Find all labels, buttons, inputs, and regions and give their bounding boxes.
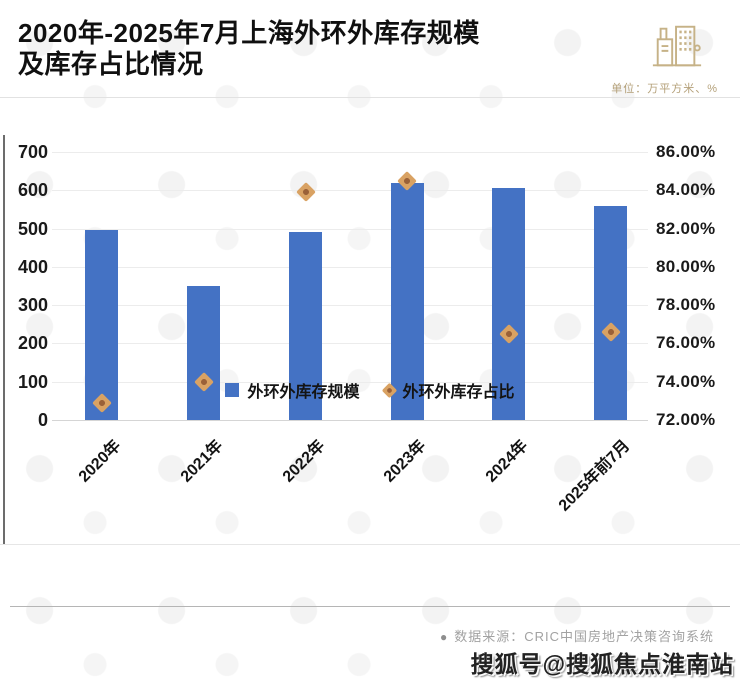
right-axis-tick: 78.00%: [656, 295, 716, 315]
inventory-bar: [594, 205, 627, 420]
gridline: [52, 228, 648, 230]
chart-legend: 外环外库存规模 外环外库存占比: [0, 378, 740, 402]
ratio-marker: [295, 182, 316, 203]
legend-item-inventory-scale: 外环外库存规模: [225, 378, 360, 402]
gridline: [52, 266, 648, 268]
left-axis-tick: 0: [37, 410, 48, 430]
inventory-bar: [390, 182, 424, 420]
page-title-line2: 及库存占比情况: [18, 49, 204, 80]
chart-left-border: [3, 135, 5, 545]
right-axis-tick: 74.00%: [656, 371, 716, 391]
left-axis-tick: 600: [17, 180, 48, 201]
combo-chart: 700 86.00% 600 84.00% 500 82.00% 400 80.00% 300 7…: [0, 135, 740, 545]
right-axis-tick: 86.00%: [656, 142, 716, 161]
gridline: [52, 190, 648, 192]
bullet-icon: ●: [439, 630, 449, 644]
page-title: 2020年-2025年7月上海外环外库存规模 及库存占比情况: [18, 18, 480, 80]
right-axis-tick: 84.00%: [656, 180, 716, 200]
right-axis-tick: 76.00%: [656, 333, 716, 353]
inventory-bar: [85, 229, 118, 420]
x-axis-label: 2021年: [177, 437, 226, 486]
data-source-text: 数据来源：CRIC中国房地产决策咨询系统: [454, 629, 714, 644]
left-axis-tick: 400: [17, 256, 48, 277]
right-axis-tick: 82.00%: [656, 218, 716, 238]
buildings-icon: [652, 25, 702, 67]
inventory-bar: [187, 286, 220, 420]
bar-series-swatch: [225, 383, 240, 397]
legend-item-inventory-ratio: 外环外库存占比: [381, 378, 515, 402]
inventory-bar: [289, 232, 322, 420]
diamond-series-swatch: [381, 382, 397, 398]
gridline: [52, 152, 648, 153]
x-axis-label: 2022年: [279, 437, 328, 486]
inventory-bar: [492, 188, 525, 420]
left-axis-tick: 200: [17, 333, 48, 354]
left-axis-tick: 700: [17, 142, 48, 162]
unit-label: 单位：万平方米、%: [611, 83, 718, 95]
x-axis-label: 2020年: [75, 437, 124, 486]
right-axis-tick: 72.00%: [656, 410, 716, 429]
left-axis-tick: 300: [17, 295, 48, 316]
chart-bottom-border: [0, 544, 740, 545]
legend-label-inventory-ratio: 外环外库存占比: [402, 384, 515, 401]
x-axis-label: 2025年前7月: [555, 437, 633, 515]
gridline: [52, 381, 648, 383]
data-source-line: ● 数据来源：CRIC中国房地产决策咨询系统: [440, 626, 714, 645]
footer-divider: [10, 606, 730, 607]
page-title-line1: 2020年-2025年7月上海外环外库存规模: [18, 18, 480, 48]
header-divider: [0, 97, 740, 98]
right-axis-tick: 80.00%: [656, 256, 716, 276]
legend-label-inventory-scale: 外环外库存规模: [247, 384, 360, 401]
left-axis-tick: 100: [17, 371, 48, 392]
gridline: [52, 343, 648, 345]
x-axis-label: 2023年: [380, 437, 430, 486]
gridline: [52, 305, 648, 307]
left-axis-tick: 500: [17, 218, 48, 239]
sohu-watermark: 搜狐号@搜狐焦点淮南站: [470, 651, 734, 677]
gridline: [52, 420, 648, 421]
x-axis-label: 2024年: [482, 437, 531, 486]
